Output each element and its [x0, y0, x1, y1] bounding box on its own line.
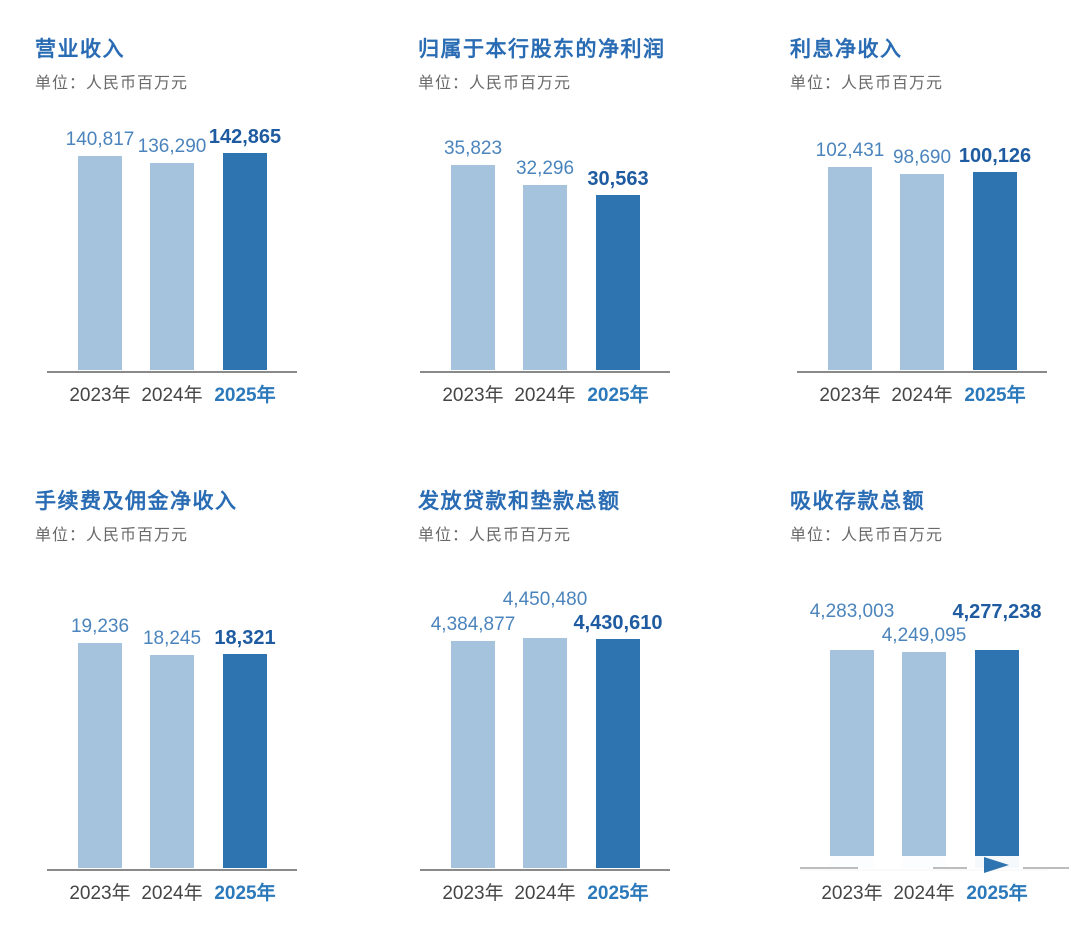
chart-title: 营业收入	[35, 38, 125, 61]
value-label: 4,283,003	[809, 601, 895, 622]
value-label: 136,290	[137, 136, 207, 157]
year-label: 2024年	[893, 883, 955, 904]
value-label: 100,126	[958, 145, 1032, 167]
watermark-fade-strip	[795, 879, 1090, 884]
year-label: 2023年	[442, 883, 504, 904]
bar-2023年	[451, 165, 495, 370]
year-label: 2025年	[964, 385, 1026, 406]
x-axis-line	[47, 869, 297, 871]
chart-unit-label: 单位：人民币百万元	[790, 75, 944, 92]
watermark-overlay	[795, 856, 1090, 874]
value-label: 140,817	[65, 129, 135, 150]
bar-2023年	[78, 156, 122, 370]
chart-total-deposits: 吸收存款总额 单位：人民币百万元 4,283,003 2023年 4,249,095…	[790, 490, 1090, 920]
chart-title: 发放贷款和垫款总额	[418, 490, 621, 513]
chart-fee-commission-income: 手续费及佣金净收入 单位：人民币百万元 19,236 2023年 18,245 202…	[35, 490, 370, 920]
watermark-logo-triangle-icon	[984, 857, 1009, 873]
year-label: 2025年	[214, 385, 276, 406]
value-label: 4,450,480	[502, 589, 588, 610]
chart-unit-label: 单位：人民币百万元	[35, 527, 189, 544]
chart-net-interest-income: 利息净收入 单位：人民币百万元 102,431 2023年 98,690 2024年 1…	[790, 38, 1090, 468]
watermark-axis-fragment	[1023, 867, 1069, 869]
bar-2024年	[902, 652, 946, 868]
chart-title: 吸收存款总额	[790, 490, 925, 513]
chart-title: 归属于本行股东的净利润	[418, 38, 666, 61]
chart-unit-label: 单位：人民币百万元	[418, 527, 572, 544]
value-label: 19,236	[70, 616, 130, 637]
value-label: 102,431	[815, 140, 885, 161]
year-label: 2024年	[514, 883, 576, 904]
bar-2023年	[451, 641, 495, 868]
bar-2023年	[830, 650, 874, 868]
x-axis-line	[420, 371, 670, 373]
year-label: 2023年	[442, 385, 504, 406]
year-label: 2024年	[514, 385, 576, 406]
bar-2025年	[596, 639, 640, 868]
year-label: 2023年	[69, 883, 131, 904]
year-label: 2025年	[214, 883, 276, 904]
bar-2025年	[596, 195, 640, 370]
value-label: 35,823	[443, 138, 503, 159]
chart-title: 手续费及佣金净收入	[35, 490, 238, 513]
chart-operating-income: 营业收入 单位：人民币百万元 140,817 2023年 136,290 2024年 1…	[35, 38, 370, 468]
year-label: 2024年	[891, 385, 953, 406]
watermark-axis-fragment	[933, 867, 967, 869]
value-label: 4,249,095	[881, 625, 967, 646]
x-axis-line	[797, 371, 1047, 373]
value-label: 18,245	[142, 628, 202, 649]
bar-2024年	[523, 185, 567, 370]
chart-total-loans: 发放贷款和垫款总额 单位：人民币百万元 4,384,877 2023年 4,450,…	[418, 490, 753, 920]
value-label: 4,430,610	[573, 612, 663, 634]
bar-2025年	[223, 153, 267, 370]
bar-2023年	[78, 643, 122, 868]
x-axis-line	[420, 869, 670, 871]
value-label: 30,563	[587, 168, 649, 190]
year-label: 2025年	[966, 883, 1028, 904]
bar-2024年	[150, 655, 194, 868]
bar-2023年	[828, 167, 872, 370]
bar-2025年	[975, 650, 1019, 868]
year-label: 2023年	[69, 385, 131, 406]
year-label: 2025年	[587, 385, 649, 406]
value-label: 142,865	[208, 126, 282, 148]
chart-unit-label: 单位：人民币百万元	[418, 75, 572, 92]
value-label: 4,277,238	[952, 601, 1042, 623]
bar-2025年	[223, 654, 267, 868]
value-label: 4,384,877	[430, 614, 516, 635]
chart-net-profit: 归属于本行股东的净利润 单位：人民币百万元 35,823 2023年 32,296 2…	[418, 38, 753, 468]
year-label: 2023年	[819, 385, 881, 406]
bar-2024年	[900, 174, 944, 370]
chart-title: 利息净收入	[790, 38, 903, 61]
year-label: 2024年	[141, 385, 203, 406]
year-label: 2024年	[141, 883, 203, 904]
x-axis-line	[47, 371, 297, 373]
bar-2024年	[150, 163, 194, 370]
value-label: 32,296	[515, 158, 575, 179]
value-label: 18,321	[214, 627, 276, 649]
chart-unit-label: 单位：人民币百万元	[35, 75, 189, 92]
value-label: 98,690	[892, 147, 952, 168]
watermark-axis-fragment	[800, 867, 858, 869]
year-label: 2023年	[821, 883, 883, 904]
chart-unit-label: 单位：人民币百万元	[790, 527, 944, 544]
bar-2024年	[523, 638, 567, 868]
year-label: 2025年	[587, 883, 649, 904]
bar-2025年	[973, 172, 1017, 370]
